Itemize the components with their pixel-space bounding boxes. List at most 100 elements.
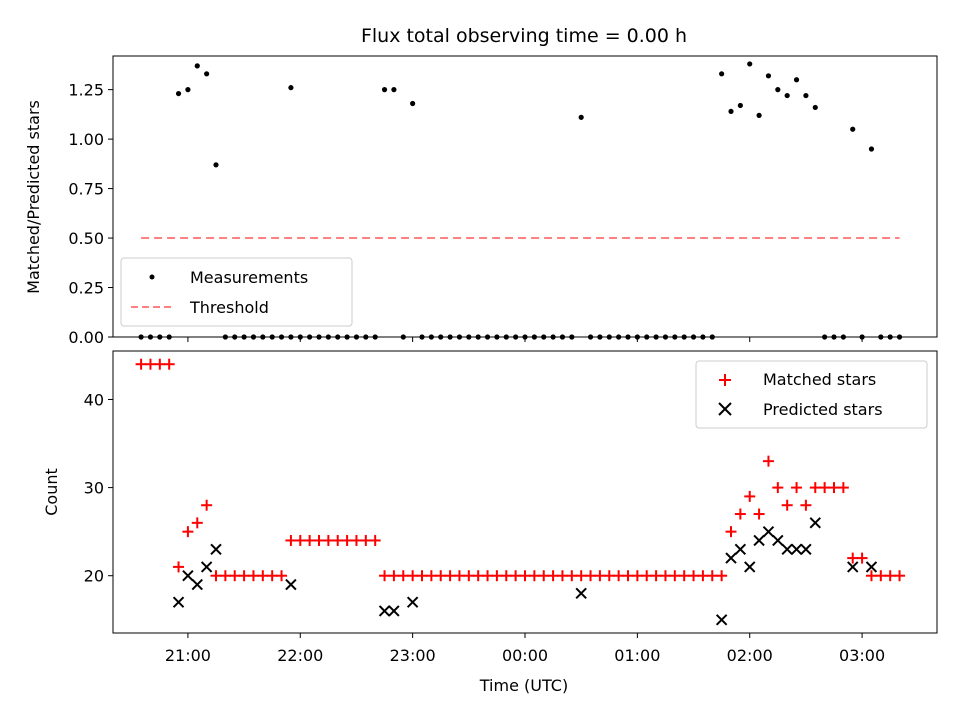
measurement-point bbox=[138, 334, 144, 340]
legend-matched-marker bbox=[719, 374, 731, 386]
matched-star-point bbox=[519, 570, 531, 582]
matched-star-point bbox=[875, 570, 887, 582]
top-ytick-label: 0.75 bbox=[68, 180, 104, 199]
measurement-point bbox=[653, 334, 659, 340]
measurement-point bbox=[372, 334, 378, 340]
measurement-point bbox=[335, 334, 341, 340]
measurement-point bbox=[503, 334, 509, 340]
matched-star-point bbox=[135, 358, 147, 370]
measurement-point bbox=[381, 87, 388, 93]
measurement-point bbox=[756, 112, 762, 118]
top-plot-area bbox=[138, 61, 903, 340]
measurement-point bbox=[250, 334, 257, 340]
predicted-star-point bbox=[388, 605, 400, 617]
measurement-point bbox=[269, 334, 275, 340]
measurement-point bbox=[438, 334, 444, 340]
measurement-point bbox=[475, 334, 481, 340]
measurement-point bbox=[194, 63, 200, 69]
matched-star-point bbox=[594, 570, 606, 582]
matched-star-point bbox=[641, 570, 653, 582]
measurement-point bbox=[513, 334, 519, 340]
matched-star-point bbox=[734, 508, 746, 520]
matched-star-point bbox=[865, 570, 877, 582]
matched-star-point bbox=[397, 570, 409, 582]
bottom-plot-area bbox=[135, 358, 906, 626]
matched-star-point bbox=[388, 570, 400, 582]
measurement-point bbox=[484, 334, 491, 340]
legend-measurements-marker bbox=[149, 274, 155, 280]
matched-star-point bbox=[313, 534, 325, 546]
matched-star-point bbox=[547, 570, 559, 582]
predicted-star-point bbox=[847, 561, 859, 573]
measurement-point bbox=[447, 334, 453, 340]
measurement-point bbox=[597, 334, 603, 340]
measurement-point bbox=[793, 77, 800, 83]
bottom-y-ticks: 20 30 40 bbox=[84, 390, 113, 586]
measurement-point bbox=[878, 334, 884, 340]
measurement-point bbox=[606, 334, 612, 340]
matched-star-point bbox=[781, 499, 793, 511]
matched-star-point bbox=[631, 570, 643, 582]
matched-star-point bbox=[201, 499, 213, 511]
measurement-point bbox=[616, 334, 622, 340]
matched-star-point bbox=[482, 570, 494, 582]
measurement-point bbox=[278, 334, 285, 340]
measurement-point bbox=[307, 334, 313, 340]
measurement-point bbox=[157, 334, 163, 340]
predicted-star-point bbox=[378, 605, 391, 617]
predicted-star-point bbox=[734, 543, 747, 555]
predicted-star-point bbox=[285, 578, 297, 591]
measurement-point bbox=[850, 126, 856, 132]
matched-star-point bbox=[772, 482, 784, 494]
matched-star-point bbox=[622, 570, 634, 582]
measurement-point bbox=[531, 334, 537, 340]
measurement-point bbox=[803, 92, 809, 99]
legend-matched-label: Matched stars bbox=[763, 370, 876, 389]
matched-star-point bbox=[229, 570, 241, 582]
matched-star-point bbox=[828, 482, 840, 494]
matched-star-point bbox=[322, 534, 334, 546]
predicted-star-point bbox=[865, 561, 878, 573]
predicted-star-point bbox=[172, 596, 185, 608]
legend-predicted-marker bbox=[718, 402, 732, 416]
predicted-star-point bbox=[772, 534, 784, 547]
top-legend: Measurements Threshold bbox=[120, 257, 353, 327]
matched-star-point bbox=[894, 570, 906, 582]
matched-star-point bbox=[491, 570, 503, 582]
bottom-ytick-label: 20 bbox=[84, 567, 104, 586]
top-legend-box bbox=[120, 257, 353, 327]
measurement-point bbox=[700, 334, 706, 340]
matched-star-point bbox=[716, 570, 728, 582]
measurement-point bbox=[288, 85, 294, 91]
matched-star-point bbox=[379, 570, 391, 582]
matched-star-point bbox=[332, 534, 344, 546]
measurement-point bbox=[709, 334, 715, 340]
measurement-point bbox=[241, 334, 247, 340]
measurement-point bbox=[634, 334, 640, 340]
matched-star-point bbox=[369, 534, 381, 546]
measurement-point bbox=[344, 334, 350, 340]
matched-star-point bbox=[238, 570, 250, 582]
measurement-point bbox=[625, 334, 631, 340]
bottom-xtick-label: 23:00 bbox=[390, 646, 436, 665]
legend-predicted-label: Predicted stars bbox=[763, 400, 883, 419]
matched-star-point bbox=[538, 570, 550, 582]
measurement-point bbox=[896, 334, 903, 340]
matched-star-point bbox=[575, 570, 587, 582]
matched-star-point bbox=[294, 534, 306, 546]
top-ytick-label: 0.00 bbox=[68, 328, 104, 347]
measurement-point bbox=[204, 71, 210, 77]
predicted-star-point bbox=[753, 534, 765, 547]
measurement-point bbox=[353, 334, 360, 340]
legend-threshold-label: Threshold bbox=[189, 298, 269, 317]
measurement-point bbox=[784, 92, 790, 99]
matched-star-point bbox=[210, 570, 222, 582]
matched-star-point bbox=[659, 570, 671, 582]
matched-star-point bbox=[341, 534, 353, 546]
matched-star-point bbox=[706, 570, 718, 582]
matched-star-point bbox=[856, 552, 868, 564]
bottom-legend: Matched stars Predicted stars bbox=[695, 360, 928, 429]
bottom-xtick-label: 01:00 bbox=[614, 646, 660, 665]
measurement-point bbox=[185, 87, 191, 93]
matched-star-point bbox=[556, 570, 568, 582]
